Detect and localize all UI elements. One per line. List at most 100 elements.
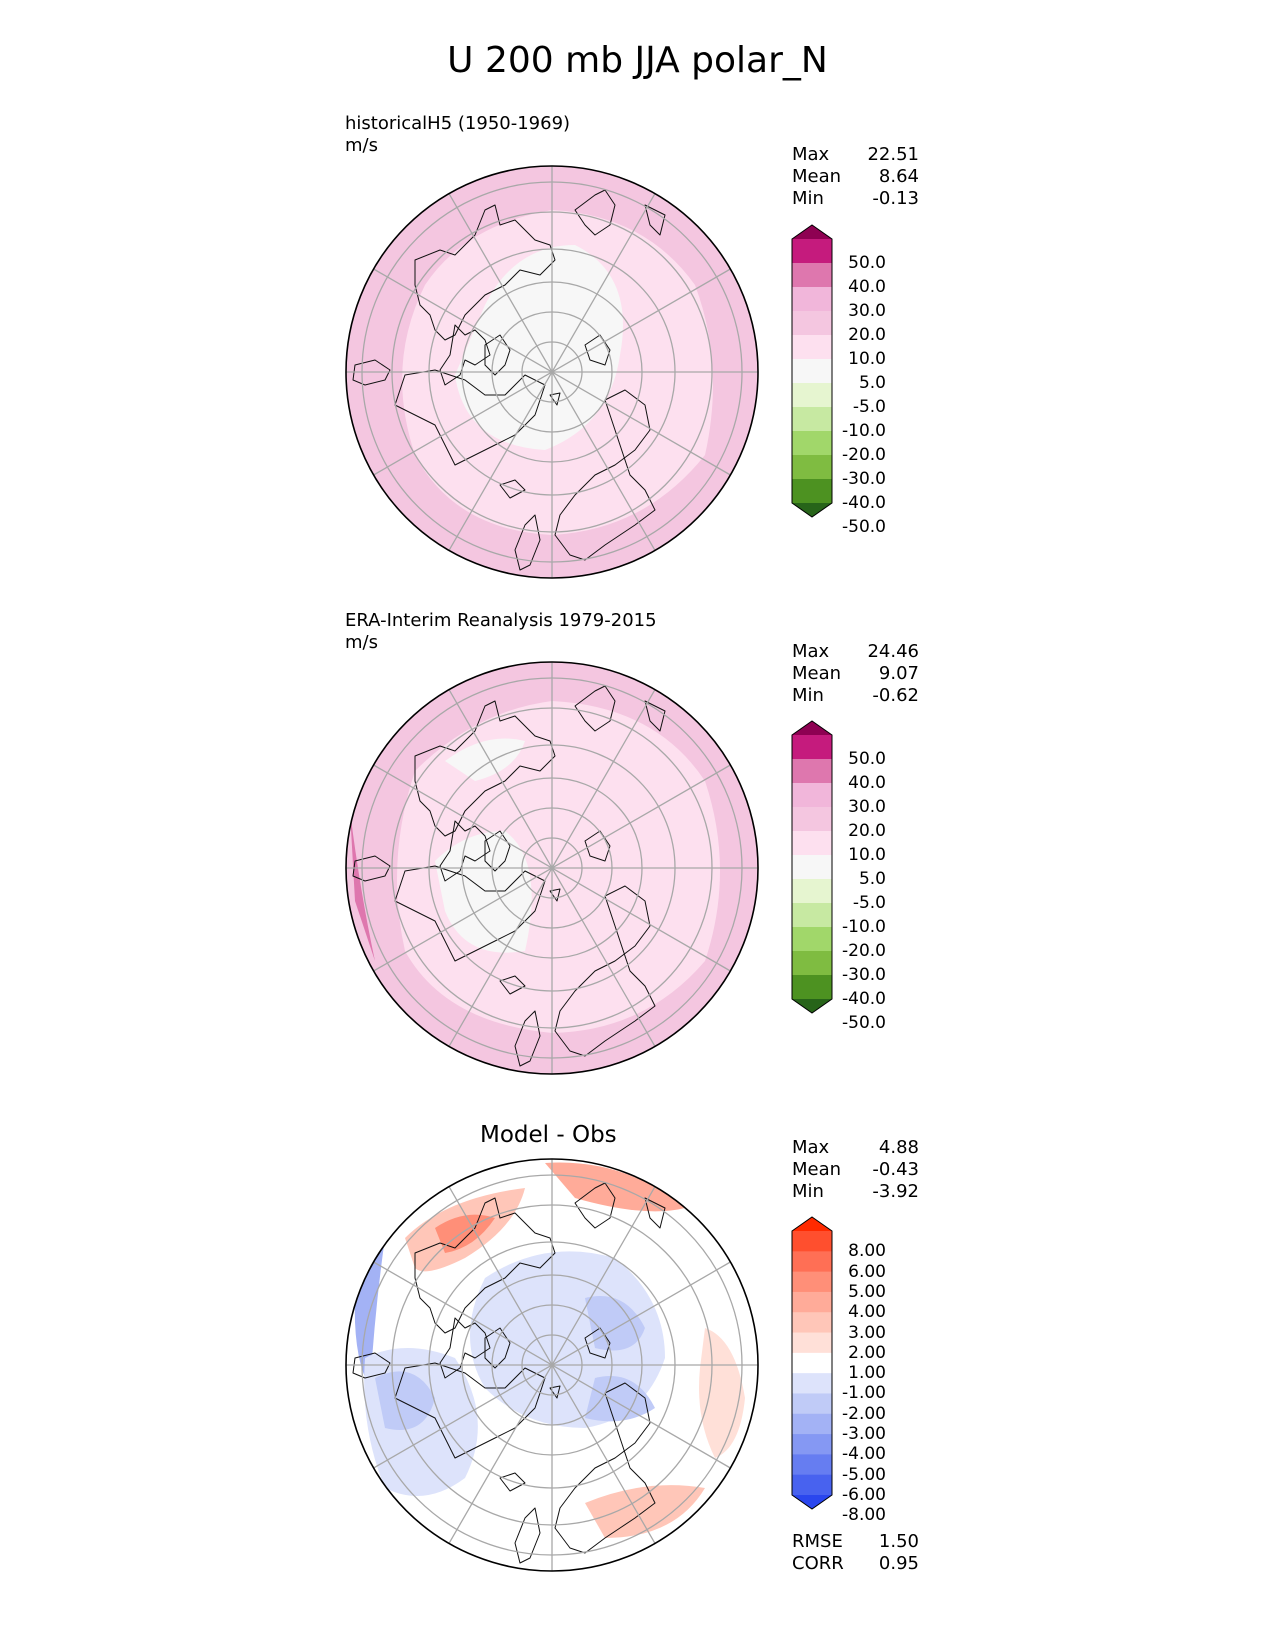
stat-max-value: 4.88 xyxy=(878,1137,919,1158)
coastline-5 xyxy=(352,1352,391,1379)
colorbar-swatch xyxy=(792,879,832,904)
contour-region-2 xyxy=(455,245,623,450)
graticule xyxy=(346,662,758,1074)
colorbar-reference xyxy=(791,720,833,1014)
colorbar-tick-label: -40.0 xyxy=(842,989,886,1009)
colorbar-swatch xyxy=(792,263,832,288)
coastline-7 xyxy=(554,1382,656,1554)
coastline-2 xyxy=(439,1317,491,1379)
colorbar-tick-label: 50.0 xyxy=(848,253,886,273)
colorbar-extend-bottom xyxy=(792,503,832,517)
colorbar-extend-top xyxy=(792,721,832,735)
colorbar-tick-label: -5.0 xyxy=(852,397,886,417)
corr-label: CORR xyxy=(792,1553,844,1574)
colorbar-diff xyxy=(791,1216,833,1510)
contour-region-10 xyxy=(699,1328,745,1458)
colorbar-swatch xyxy=(792,383,832,408)
colorbar-swatch xyxy=(792,831,832,856)
colorbar-swatch xyxy=(792,1312,832,1334)
colorbar-tick-label: 10.0 xyxy=(848,349,886,369)
colorbar-swatch xyxy=(792,1373,832,1394)
colorbar-swatch xyxy=(792,951,832,976)
panel-3-stats: Max 4.88 Mean -0.43 Min -3.92 xyxy=(792,1137,919,1203)
meridian-150 xyxy=(448,193,656,551)
coastline-6 xyxy=(584,334,611,366)
colorbar-tick-label: 30.0 xyxy=(848,301,886,321)
coastline-7 xyxy=(554,389,656,561)
coastline-8 xyxy=(499,1472,526,1492)
colorbar-tick-label: 5.00 xyxy=(848,1281,886,1302)
colorbar-outline xyxy=(791,1216,833,1510)
colorbar-swatch xyxy=(792,735,832,760)
map-boundary xyxy=(345,165,759,579)
coastline-9 xyxy=(574,685,616,732)
colorbar-tick-label: 3.00 xyxy=(848,1322,886,1343)
contour-region-2 xyxy=(445,738,525,781)
graticule xyxy=(346,1159,758,1571)
diff-panel-title: Model - Obs xyxy=(480,1122,617,1148)
colorbar-swatch xyxy=(792,783,832,808)
coastline-9 xyxy=(574,1182,616,1229)
panel-2-units: m/s xyxy=(345,632,378,653)
stat-min-value: -0.62 xyxy=(872,685,919,706)
stat-max-value: 22.51 xyxy=(867,144,919,165)
coastline-10 xyxy=(644,204,666,236)
contour-region-3 xyxy=(435,1214,495,1253)
diff-metrics: RMSE 1.50 CORR 0.95 xyxy=(792,1531,919,1575)
colorbar-swatch xyxy=(792,1231,832,1252)
map-field xyxy=(346,1159,758,1571)
colorbar-swatch xyxy=(792,1393,832,1415)
stat-min-value: -0.13 xyxy=(872,188,919,209)
figure-title: U 200 mb JJA polar_N xyxy=(447,40,828,81)
colorbar-tick-label: -10.0 xyxy=(842,421,886,441)
coastline-10 xyxy=(644,700,666,732)
colorbar-tick-label: 10.0 xyxy=(848,845,886,865)
stat-min-label: Min xyxy=(792,188,824,209)
coastline-12 xyxy=(514,514,541,571)
colorbar-tick-label: -1.00 xyxy=(842,1383,886,1404)
colorbar-tick-label: 5.0 xyxy=(858,373,886,393)
colorbar-tick-label: -5.0 xyxy=(852,893,886,913)
coastline-3 xyxy=(484,830,511,872)
colorbar-extend-top xyxy=(792,1217,832,1231)
coastline-1 xyxy=(414,204,556,341)
colorbar-tick-label: -30.0 xyxy=(842,965,886,985)
contour-region-9 xyxy=(585,1376,655,1422)
stat-min-label: Min xyxy=(792,1181,824,1202)
coastline-6 xyxy=(584,1327,611,1359)
stat-mean-value: 9.07 xyxy=(878,663,919,684)
coastline-12 xyxy=(514,1010,541,1067)
colorbar-tick-label: -20.0 xyxy=(842,941,886,961)
panel-1-name: historicalH5 (1950-1969) xyxy=(345,113,571,134)
coastline-11 xyxy=(549,888,561,902)
coastline-5 xyxy=(352,359,391,386)
colorbar-swatch xyxy=(792,359,832,384)
colorbar-tick-label: 6.00 xyxy=(848,1261,886,1282)
map-boundary xyxy=(345,661,759,1075)
colorbar-swatch xyxy=(792,335,832,360)
coastline-11 xyxy=(549,392,561,406)
colorbar-tick-label: 30.0 xyxy=(848,797,886,817)
colorbar-swatch xyxy=(792,407,832,432)
colorbar-swatch xyxy=(792,311,832,336)
corr-value: 0.95 xyxy=(878,1553,919,1574)
colorbar-swatch xyxy=(792,1434,832,1455)
stat-mean-value: -0.43 xyxy=(872,1159,919,1180)
stat-max-value: 24.46 xyxy=(867,641,919,662)
colorbar-tick-label: -3.00 xyxy=(842,1424,886,1445)
colorbar-swatch xyxy=(792,287,832,312)
colorbar-tick-label: 8.00 xyxy=(848,1241,886,1262)
map-boundary xyxy=(345,1158,759,1572)
rmse-label: RMSE xyxy=(792,1531,843,1552)
colorbar-swatch xyxy=(792,927,832,952)
rmse-value: 1.50 xyxy=(878,1531,919,1552)
coastline-6 xyxy=(584,830,611,862)
polar-map-diff xyxy=(345,1158,759,1572)
colorbar-swatch xyxy=(792,455,832,480)
stat-mean-value: 8.64 xyxy=(878,166,919,187)
coastline-1 xyxy=(414,700,556,837)
colorbar-tick-label: -30.0 xyxy=(842,469,886,489)
colorbar-tick-label: 4.00 xyxy=(848,1302,886,1323)
colorbar-swatch xyxy=(792,1413,832,1435)
coastline-3 xyxy=(484,334,511,376)
